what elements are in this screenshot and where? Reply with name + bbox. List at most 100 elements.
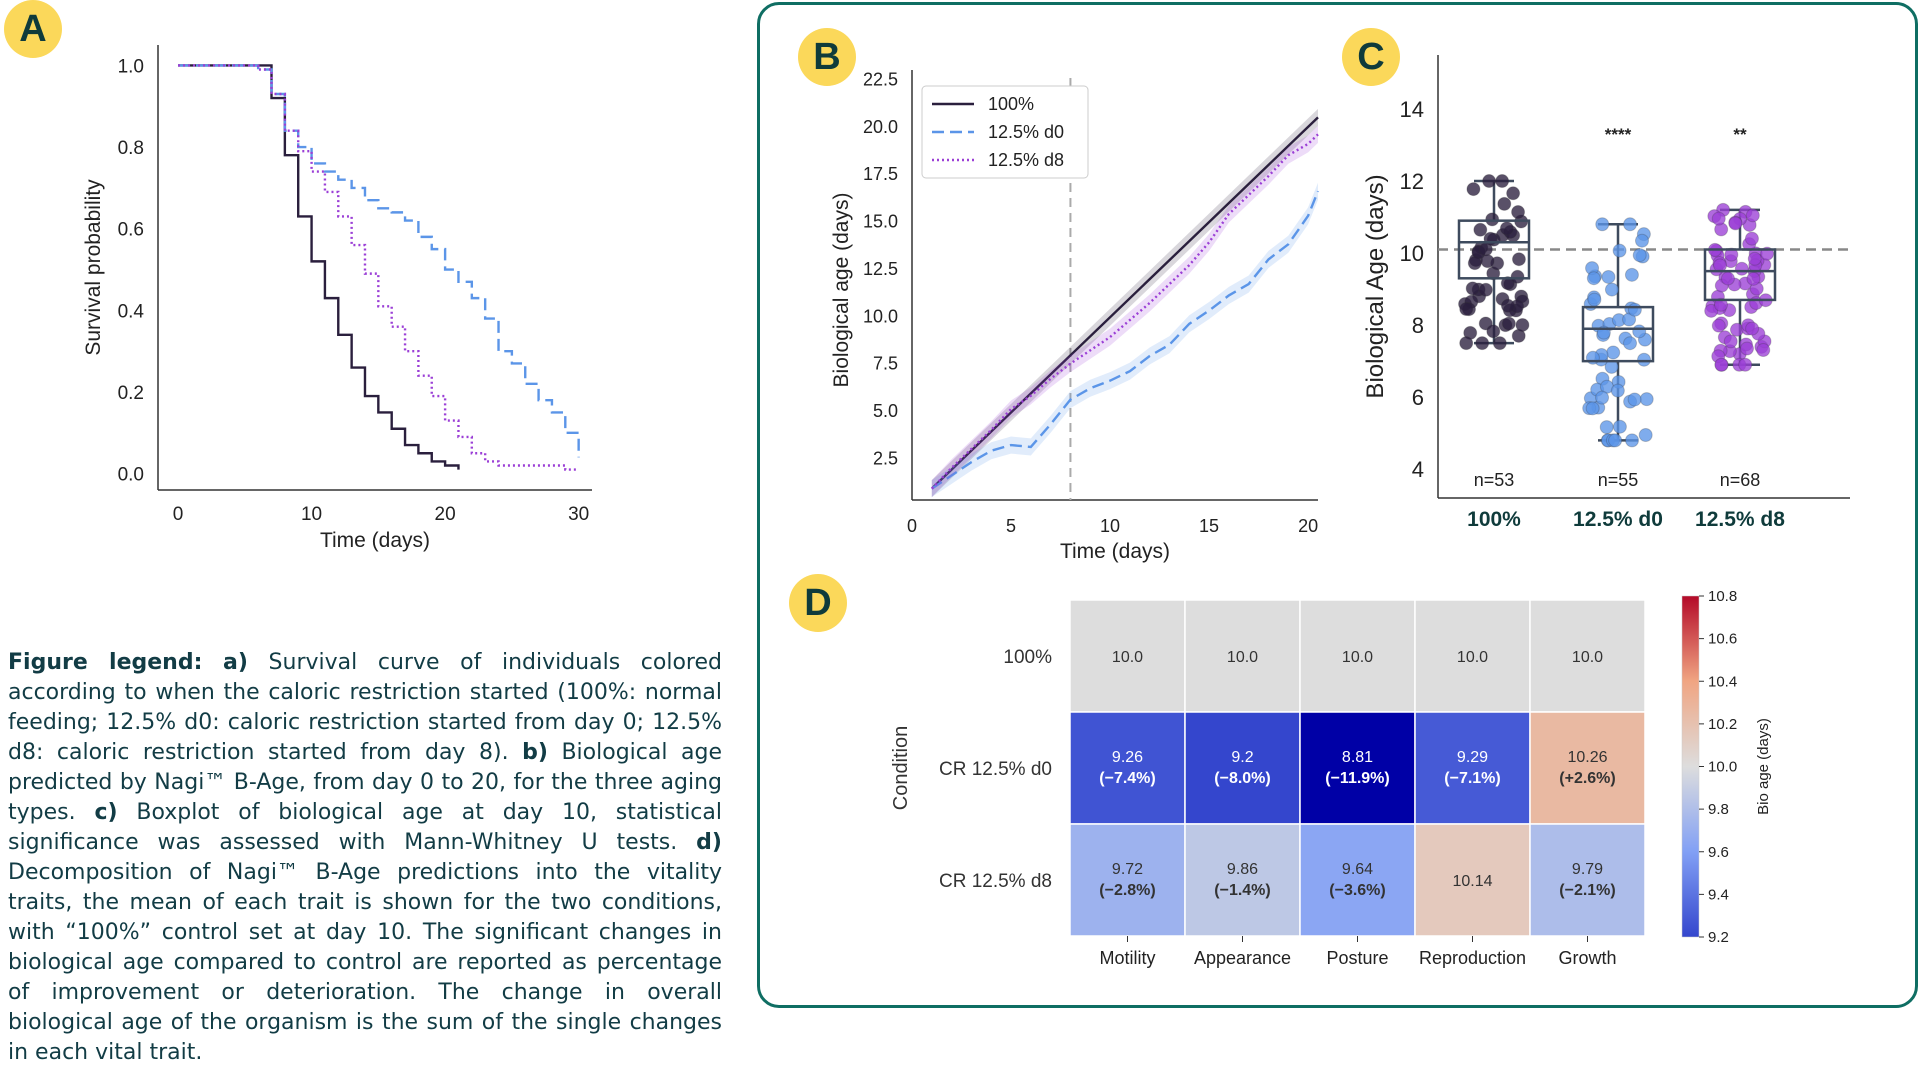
- heatmap-cell-change: (−1.4%): [1214, 882, 1270, 899]
- legend-label: 12.5% d8: [988, 150, 1064, 170]
- box-category-label: 12.5% d0: [1573, 508, 1663, 531]
- colorbar-tick-label: 10.4: [1708, 673, 1737, 690]
- heatmap-cell-value: 9.86: [1227, 861, 1258, 878]
- box-data-point: [1756, 343, 1771, 358]
- box-data-point: [1595, 217, 1610, 232]
- colorbar-tick-label: 9.4: [1708, 886, 1729, 903]
- survival-chart: 0 10 20 30 0.0 0.2 0.4 0.6 0.8 1.0 Time (days) Surv…: [82, 45, 592, 552]
- box-data-point: [1704, 303, 1719, 318]
- box-data-point: [1601, 269, 1616, 284]
- box-data-point: [1515, 317, 1530, 332]
- box-data-point: [1473, 222, 1488, 237]
- box-category-label: 100%: [1467, 508, 1521, 531]
- colorbar-tick-label: 10.8: [1708, 588, 1737, 605]
- heatmap-cell: [1299, 599, 1416, 713]
- survival-series-line: [178, 64, 579, 471]
- legend-c-label: c): [94, 800, 118, 825]
- y-tick-label: 20.0: [863, 117, 898, 137]
- series-line: [931, 190, 1320, 490]
- y-tick-label: 4: [1412, 457, 1424, 482]
- legend-a-text: Survival curve of individuals colored ac…: [8, 650, 722, 765]
- box-data-point: [1612, 419, 1627, 434]
- box-data-point: [1486, 324, 1501, 339]
- box-data-point: [1624, 267, 1639, 282]
- box-category-label: 12.5% d8: [1695, 508, 1785, 531]
- box-data-point: [1478, 242, 1493, 257]
- figure-legend: Figure legend: a) Survival curve of indi…: [8, 648, 722, 1068]
- box-data-point: [1478, 282, 1493, 297]
- legend-lead: Figure legend:: [8, 650, 203, 675]
- y-tick-label: 6: [1412, 385, 1424, 410]
- x-tick-label: 0: [907, 516, 917, 536]
- y-tick-label: 22.5: [863, 69, 898, 89]
- box-data-point: [1587, 292, 1602, 307]
- box-data-point: [1738, 357, 1753, 372]
- box-data-point: [1623, 336, 1638, 351]
- y-tick-label: 10.0: [863, 306, 898, 326]
- y-tick-label: 12.5: [863, 259, 898, 279]
- y-tick-label: 10: [1400, 241, 1424, 266]
- heatmap-cell: [1414, 711, 1531, 825]
- x-tick-label: 10: [301, 504, 322, 525]
- box-n-label: n=55: [1598, 470, 1639, 490]
- box-iqr: [1457, 219, 1531, 280]
- heatmap-cell-change: (−2.8%): [1099, 882, 1155, 899]
- heatmap-cell-change: (+2.6%): [1559, 770, 1615, 787]
- heatmap-cell: [1299, 823, 1416, 937]
- box-data-point: [1724, 247, 1739, 262]
- box-data-point: [1499, 221, 1514, 236]
- heatmap-cell: [1184, 711, 1301, 825]
- panel-badge-b: B: [798, 28, 856, 86]
- legend-d-label: d): [696, 830, 722, 855]
- heatmap-col-label: Appearance: [1194, 948, 1291, 968]
- box-data-point: [1511, 205, 1526, 220]
- box-data-point: [1500, 276, 1515, 291]
- box-data-point: [1714, 357, 1729, 372]
- box-data-point: [1466, 182, 1481, 197]
- y-tick-label: 14: [1400, 97, 1424, 122]
- heatmap-cell-value: 10.0: [1342, 649, 1373, 666]
- colorbar-tick-label: 9.6: [1708, 844, 1729, 861]
- survival-series-line: [178, 64, 580, 458]
- heatmap-cell-value: 9.72: [1112, 861, 1143, 878]
- box-data-point: [1495, 174, 1510, 189]
- heatmap-cell-value: 10.14: [1452, 873, 1492, 890]
- box-data-point: [1734, 261, 1749, 276]
- box-data-point: [1744, 231, 1759, 246]
- box-data-point: [1510, 269, 1525, 284]
- x-axis-title: Time (days): [1060, 540, 1170, 563]
- legend-b-label: b): [522, 740, 548, 765]
- heatmap-cell: [1414, 599, 1531, 713]
- y-tick-label: 17.5: [863, 164, 898, 184]
- y-tick-label: 2.5: [873, 448, 898, 468]
- panel-badge-c: C: [1342, 28, 1400, 86]
- heatmap-cell: [1069, 823, 1186, 937]
- heatmap-cell: [1529, 599, 1646, 713]
- heatmap-cell-value: 9.79: [1572, 861, 1603, 878]
- heatmap-cell-change: (−2.1%): [1559, 882, 1615, 899]
- box-data-point: [1511, 252, 1526, 267]
- heatmap-cell-change: (−7.1%): [1444, 770, 1500, 787]
- box-data-point: [1713, 297, 1728, 312]
- colorbar-title: Bio age (days): [1755, 718, 1772, 815]
- box-n-label: n=53: [1474, 470, 1515, 490]
- heatmap-cell-value: 9.64: [1342, 861, 1373, 878]
- y-tick-label: 5.0: [873, 401, 898, 421]
- heatmap-cell-value: 10.0: [1112, 649, 1143, 666]
- box-data-point: [1711, 211, 1726, 226]
- box-data-point: [1639, 392, 1654, 407]
- box-data-point: [1492, 336, 1507, 351]
- heatmap-cell-change: (−8.0%): [1214, 770, 1270, 787]
- y-tick-label: 0.4: [118, 301, 145, 322]
- box-data-point: [1585, 401, 1600, 416]
- box-data-point: [1610, 383, 1625, 398]
- box-data-point: [1622, 312, 1637, 327]
- heatmap-cell-value: 10.0: [1457, 649, 1488, 666]
- panel-badge-d: D: [789, 574, 847, 632]
- box-data-point: [1720, 271, 1735, 286]
- x-tick-label: 30: [568, 504, 589, 525]
- biological-age-line-chart: 0 5 10 15 20 2.5 5.0 7.5 10.0 12.5 15.0 17.5 20.0 22.…: [830, 69, 1320, 563]
- boxplot-chart: 4 6 8 10 12 14 Biological Age (days) n=53 100% n=…: [1362, 55, 1850, 531]
- box-data-point: [1497, 196, 1512, 211]
- heatmap-cell-change: (−3.6%): [1329, 882, 1385, 899]
